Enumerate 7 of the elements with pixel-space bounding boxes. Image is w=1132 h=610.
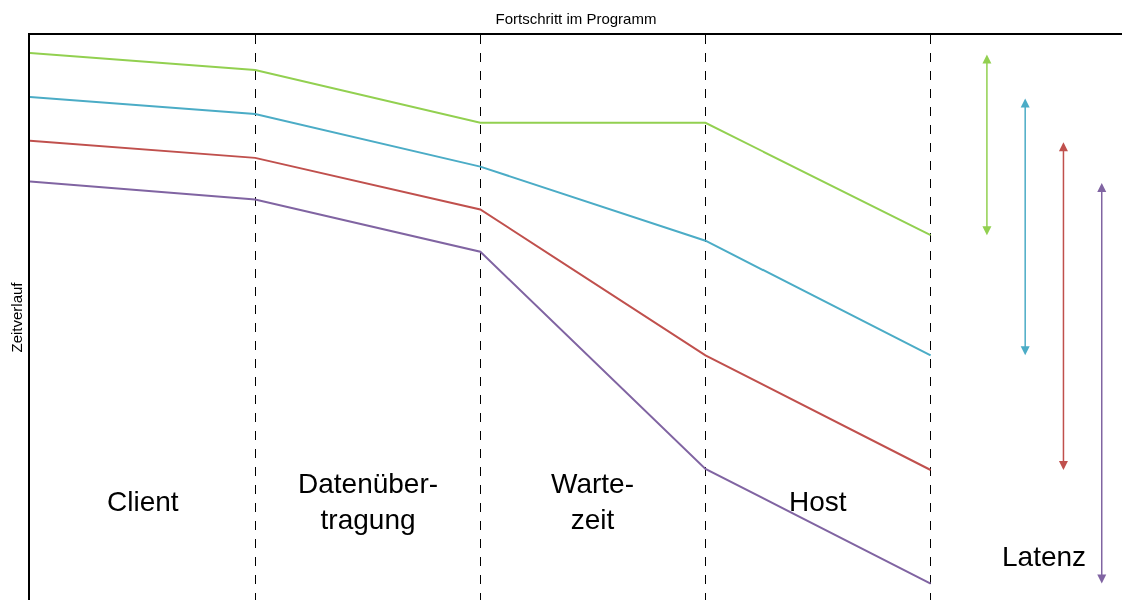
x-axis-title: Fortschritt im Programm (495, 10, 657, 28)
annotation: Host (789, 486, 847, 517)
y-axis-title: Zeitverlauf (7, 281, 25, 353)
annotation: Latenz (1002, 541, 1087, 572)
annotation: Warte- zeit (551, 468, 634, 536)
annotation: Datenüber- tragung (298, 468, 439, 536)
annotation: Client (107, 486, 179, 517)
